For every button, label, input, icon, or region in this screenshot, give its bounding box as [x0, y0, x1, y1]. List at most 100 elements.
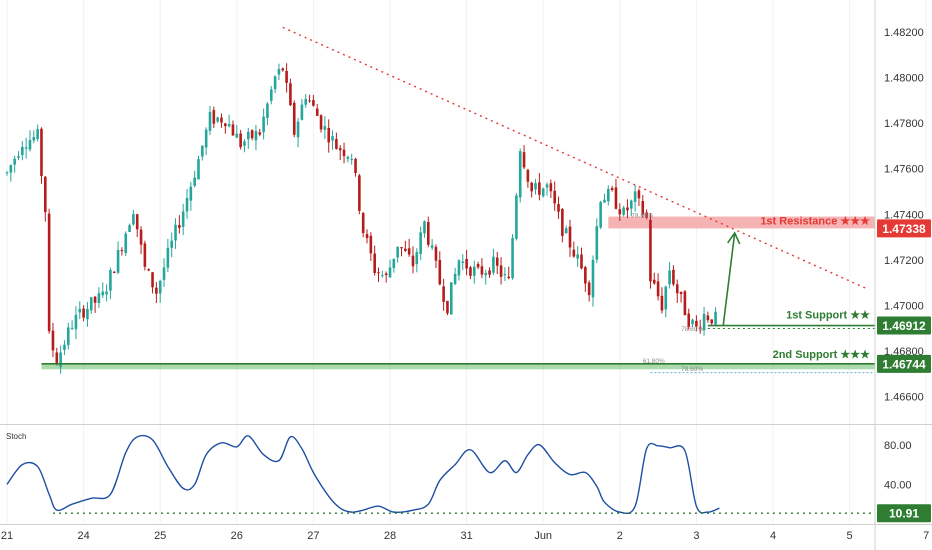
candle-body	[676, 284, 679, 293]
candle-body	[10, 165, 13, 172]
candle-body	[101, 292, 104, 296]
candle-body	[469, 267, 472, 276]
candle-body	[419, 232, 422, 254]
candle-body	[649, 220, 652, 282]
candle-body	[450, 282, 453, 314]
candle-body	[569, 227, 572, 248]
fib-level-label: 78.60%	[681, 326, 703, 333]
candle-body	[251, 130, 254, 138]
candle-body	[109, 270, 112, 291]
candle-body	[190, 187, 193, 201]
fib-level-label: 78.60%	[681, 366, 703, 373]
candle-body	[331, 136, 334, 140]
time-axis-tick: 26	[231, 530, 243, 542]
candle-body	[473, 267, 476, 276]
candle-body	[216, 117, 219, 121]
candle-body	[105, 292, 108, 295]
candle-body	[140, 230, 143, 245]
candle-body	[400, 247, 403, 248]
candle-body	[573, 250, 576, 257]
candle-body	[530, 183, 533, 192]
time-axis-tick: 28	[384, 530, 396, 542]
candle-body	[519, 151, 522, 197]
candle-body	[262, 117, 265, 133]
candle-body	[657, 281, 660, 296]
candle-body	[714, 312, 717, 325]
candle-body	[461, 262, 464, 263]
price-axis-tick: 1.46600	[884, 392, 924, 404]
candle-body	[691, 320, 694, 325]
candle-body	[438, 260, 441, 284]
candle-body	[289, 83, 292, 105]
candle-body	[500, 265, 503, 276]
candle-body	[553, 191, 556, 204]
candle-body	[546, 184, 549, 187]
candle-body	[75, 315, 78, 329]
candle-body	[174, 225, 177, 241]
candle-body	[209, 112, 212, 131]
candle-body	[301, 105, 304, 120]
stoch-level-value: 10.91	[889, 507, 919, 521]
candle-body	[293, 103, 296, 135]
time-axis-tick: 2	[617, 530, 623, 542]
candle-body	[599, 202, 602, 227]
candle-body	[557, 204, 560, 212]
candle-body	[362, 213, 365, 233]
candle-body	[507, 277, 510, 278]
candle-body	[40, 129, 43, 176]
support-1-value: 1.46912	[882, 319, 926, 333]
candle-body	[661, 296, 664, 311]
candle-body	[584, 267, 587, 283]
candle-body	[67, 327, 70, 345]
candle-body	[98, 293, 101, 303]
candle-body	[151, 272, 154, 287]
price-axis-tick: 1.47200	[884, 255, 924, 267]
time-axis-tick: 25	[154, 530, 166, 542]
stochastic-panel: Stoch	[6, 432, 875, 513]
candle-body	[247, 132, 250, 139]
candle-body	[504, 274, 507, 275]
candle-body	[626, 208, 629, 211]
candle-body	[312, 100, 315, 106]
candle-body	[297, 122, 300, 138]
candle-body	[619, 209, 622, 214]
candle-body	[653, 280, 656, 284]
candle-body	[327, 128, 330, 142]
support-2-value: 1.46744	[882, 357, 926, 371]
candle-body	[550, 183, 553, 191]
candle-body	[224, 123, 227, 126]
candle-body	[147, 269, 150, 270]
candle-body	[339, 148, 342, 150]
candle-body	[511, 238, 514, 278]
candle-body	[370, 236, 373, 253]
candle-body	[86, 309, 89, 319]
candle-body	[82, 309, 85, 318]
candle-body	[492, 257, 495, 273]
candle-body	[668, 271, 671, 285]
candle-body	[423, 221, 426, 233]
candle-body	[684, 291, 687, 315]
candle-body	[255, 131, 258, 140]
time-axis-tick: 21	[1, 530, 13, 542]
resistance-1-value: 1.47338	[882, 222, 926, 236]
candle-body	[201, 146, 204, 157]
candle-body	[611, 188, 614, 190]
candle-body	[228, 124, 231, 126]
resistance-1-label: 1st Resistance ★★★	[760, 216, 870, 228]
candle-body	[672, 270, 675, 284]
candle-body	[576, 254, 579, 258]
stoch-axis-tick: 80.00	[884, 440, 912, 452]
candle-body	[278, 69, 281, 75]
level-zones	[41, 217, 875, 370]
candle-body	[258, 132, 261, 134]
candle-body	[182, 211, 185, 227]
time-axis-tick: 24	[77, 530, 89, 542]
candle-body	[155, 288, 158, 294]
candle-body	[603, 200, 606, 203]
candle-body	[236, 134, 239, 138]
price-axis-tick: 1.47800	[884, 118, 924, 130]
candle-body	[266, 103, 269, 117]
candle-body	[25, 147, 28, 148]
candle-body	[534, 183, 537, 189]
